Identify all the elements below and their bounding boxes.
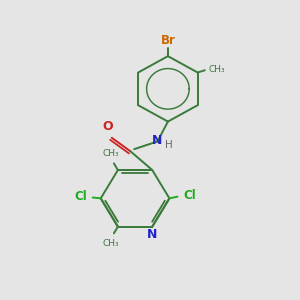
Text: N: N (147, 228, 158, 241)
Text: Cl: Cl (183, 189, 196, 202)
Text: CH₃: CH₃ (209, 65, 225, 74)
Text: Br: Br (160, 34, 175, 47)
Text: CH₃: CH₃ (103, 148, 119, 158)
Text: CH₃: CH₃ (103, 239, 119, 248)
Text: Cl: Cl (74, 190, 87, 203)
Text: O: O (102, 120, 113, 133)
Text: N: N (152, 134, 163, 146)
Text: H: H (165, 140, 173, 150)
